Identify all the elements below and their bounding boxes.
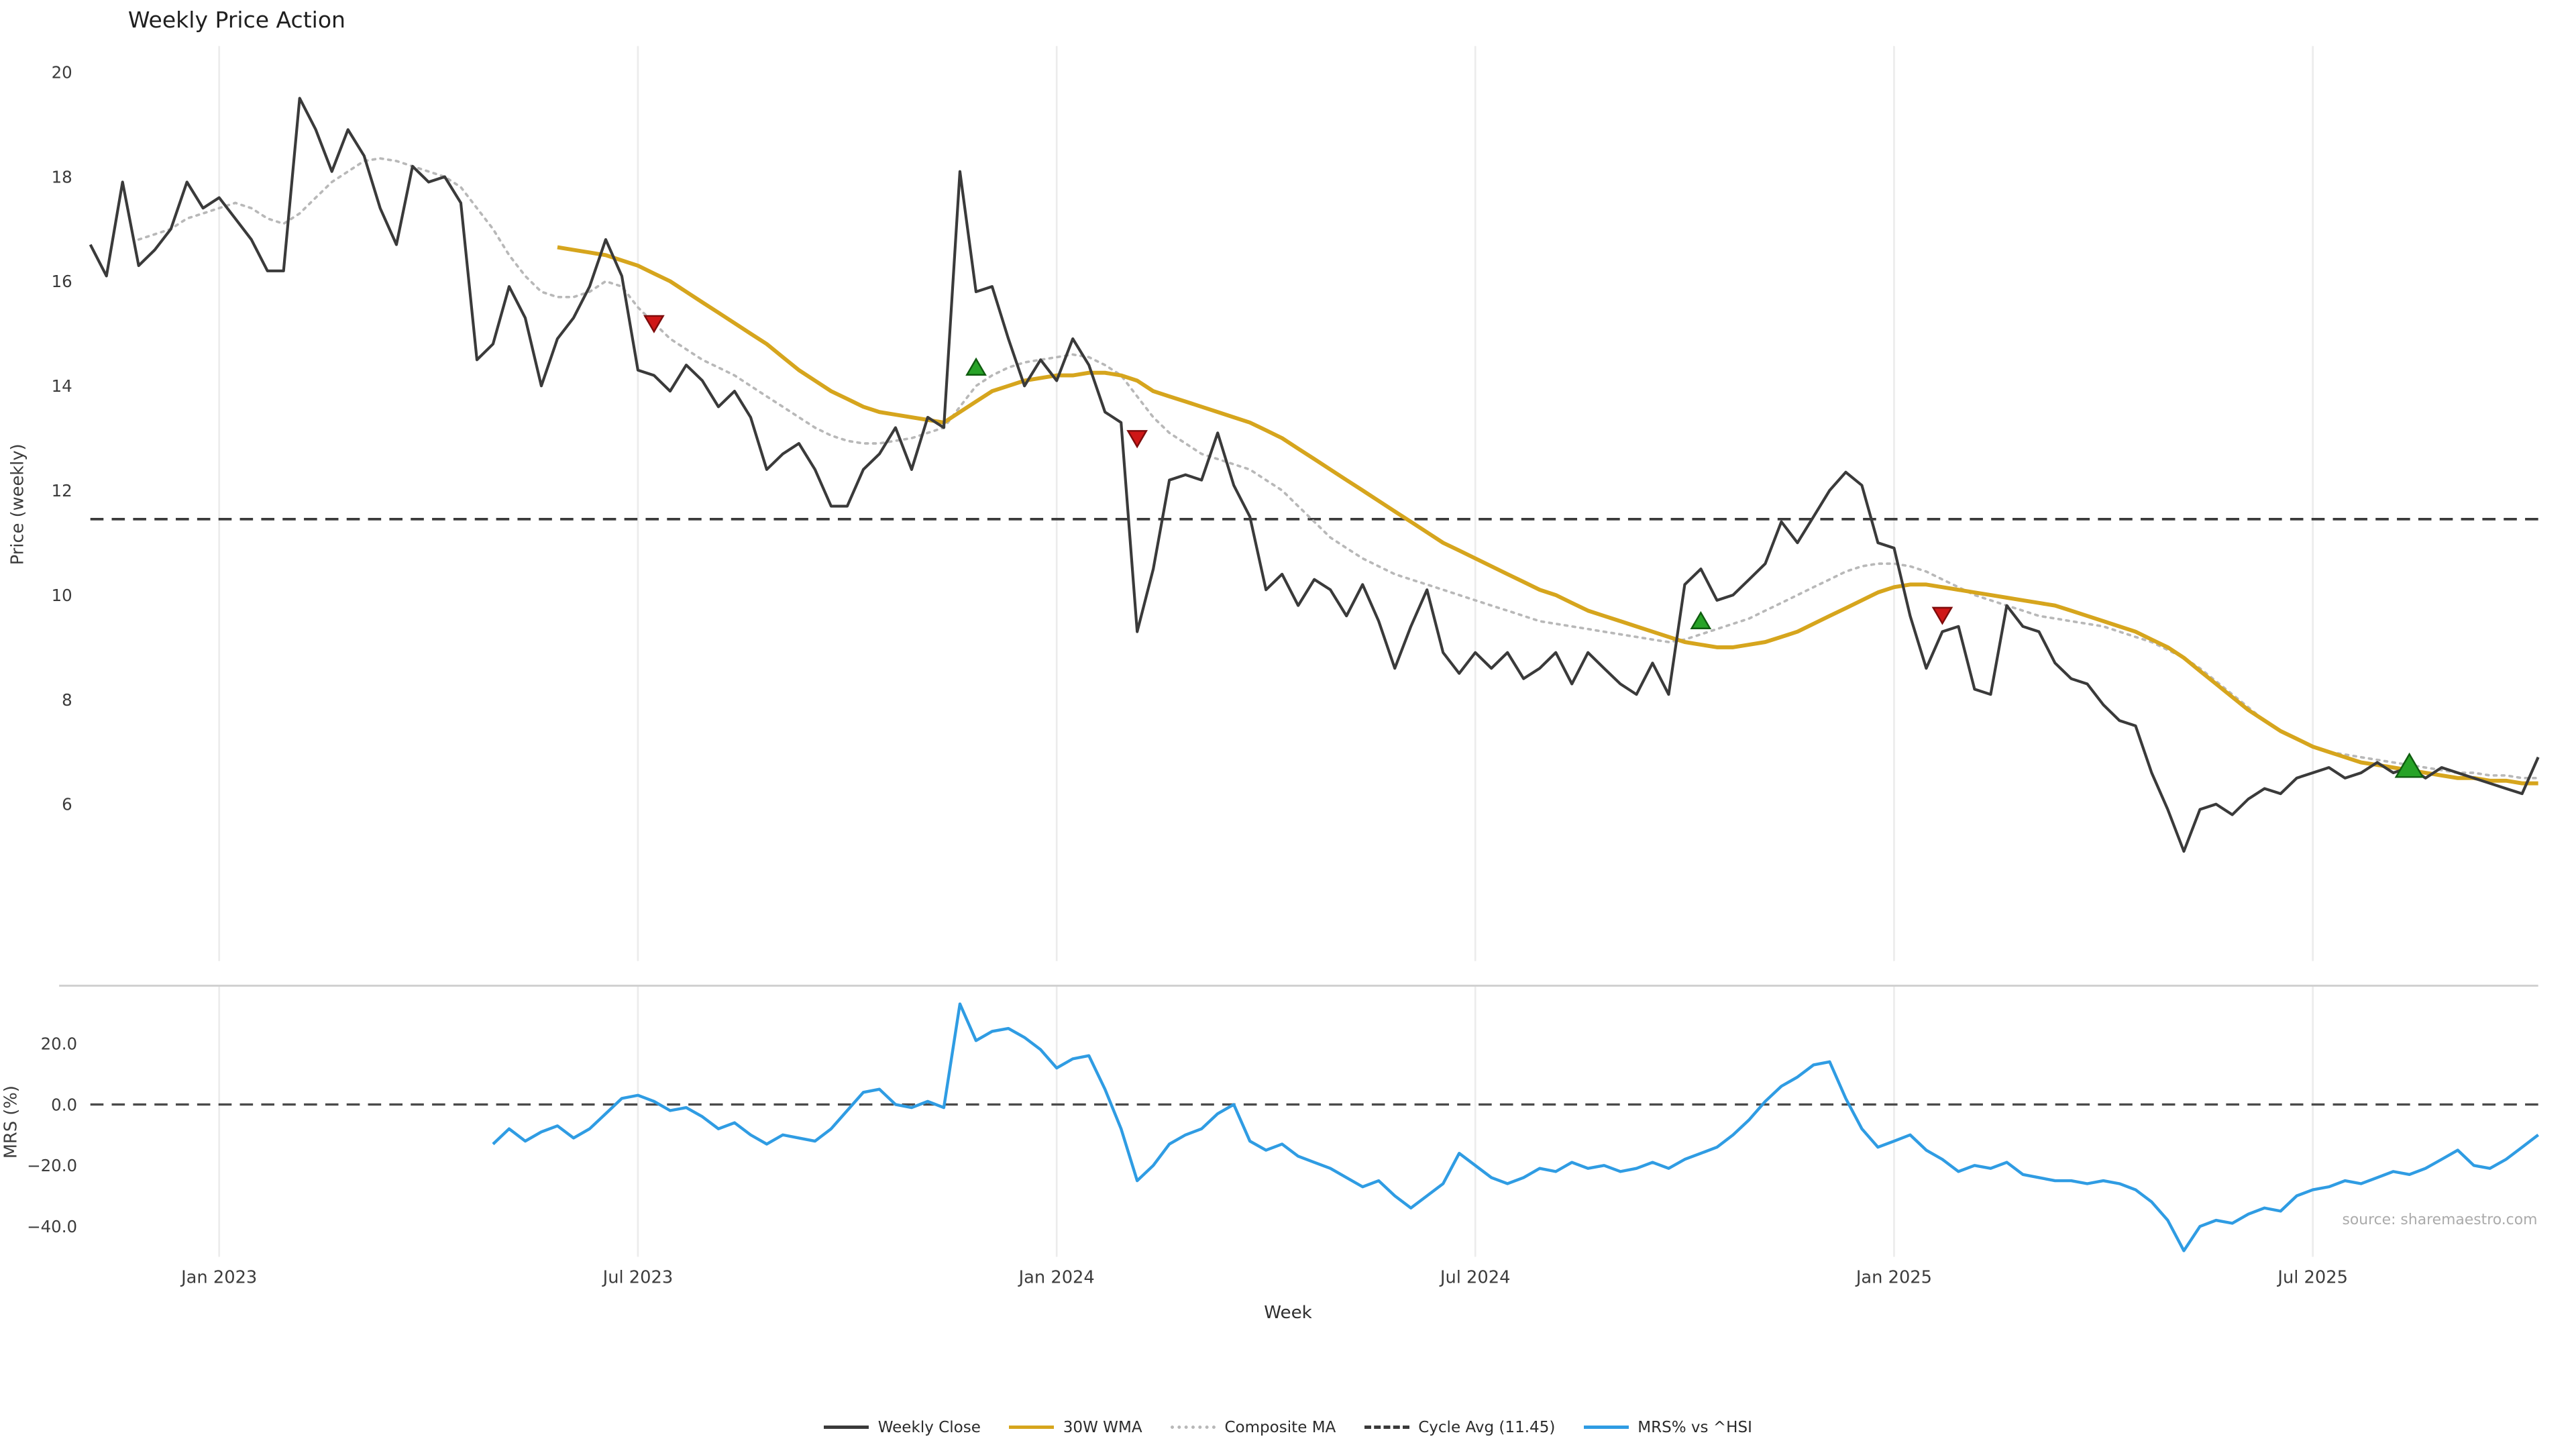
legend-swatch-solid (824, 1426, 869, 1430)
legend-label: MRS% vs ^HSI (1638, 1418, 1752, 1436)
legend-item-1: 30W WMA (1009, 1419, 1142, 1436)
price-tick-label: 18 (52, 167, 72, 186)
composite-ma-line (137, 157, 2540, 780)
price-tick-label: 14 (52, 376, 72, 396)
x-tick-label: Jul 2023 (602, 1268, 674, 1288)
legend-label: Cycle Avg (11.45) (1418, 1418, 1556, 1436)
x-tick-label: Jul 2025 (2276, 1268, 2348, 1288)
x-tick-label: Jan 2024 (1018, 1268, 1095, 1288)
legend-label: Weekly Close (877, 1418, 981, 1436)
legend-item-0: Weekly Close (824, 1419, 981, 1436)
legend-label: 30W WMA (1063, 1418, 1142, 1436)
legend-item-2: Composite MA (1170, 1418, 1336, 1436)
x-axis-title: Week (1264, 1302, 1312, 1323)
mrs-tick-label: −20.0 (27, 1156, 77, 1175)
x-tick-label: Jan 2023 (180, 1268, 257, 1288)
sell-signal-marker (1126, 430, 1148, 449)
mrs-tick-label: 0.0 (51, 1095, 77, 1114)
source-credit: source: sharemaestro.com (2342, 1211, 2538, 1228)
price-tick-label: 8 (62, 690, 72, 710)
mrs-axis-title: MRS (%) (1, 1085, 21, 1159)
legend-swatch-solid (1009, 1426, 1055, 1430)
legend-label: Composite MA (1224, 1418, 1336, 1436)
legend-swatch-dashed (1364, 1426, 1409, 1430)
buy-signal-marker (965, 357, 987, 376)
buy-signal-marker (2394, 752, 2424, 778)
x-tick-label: Jan 2025 (1855, 1268, 1932, 1288)
weekly-close-line (89, 97, 2540, 853)
buy-signal-marker (1690, 610, 1712, 629)
price-tick-label: 20 (52, 62, 72, 82)
x-tick-label: Jul 2024 (1439, 1268, 1511, 1288)
sell-signal-marker (643, 315, 665, 333)
legend-item-3: Cycle Avg (11.45) (1364, 1418, 1556, 1436)
legend-swatch-dotted (1170, 1426, 1216, 1430)
price-tick-label: 12 (52, 481, 72, 500)
sell-signal-marker (1931, 606, 1953, 625)
price-tick-label: 6 (62, 795, 72, 814)
mrs-tick-label: −40.0 (27, 1217, 77, 1236)
price-axis-title: Price (weekly) (7, 443, 28, 565)
price-tick-label: 10 (52, 586, 72, 605)
legend: Weekly Close 30W WMA Composite MA Cycle Avg… (0, 1419, 2576, 1436)
mrs-tick-label: 20.0 (41, 1034, 77, 1053)
mrs-line (492, 1002, 2540, 1252)
price-tick-label: 16 (52, 272, 72, 291)
chart-title: Weekly Price Action (127, 6, 345, 33)
wma30-line (557, 245, 2538, 786)
legend-swatch-solid (1583, 1426, 1629, 1430)
legend-item-4: MRS% vs ^HSI (1583, 1418, 1752, 1436)
